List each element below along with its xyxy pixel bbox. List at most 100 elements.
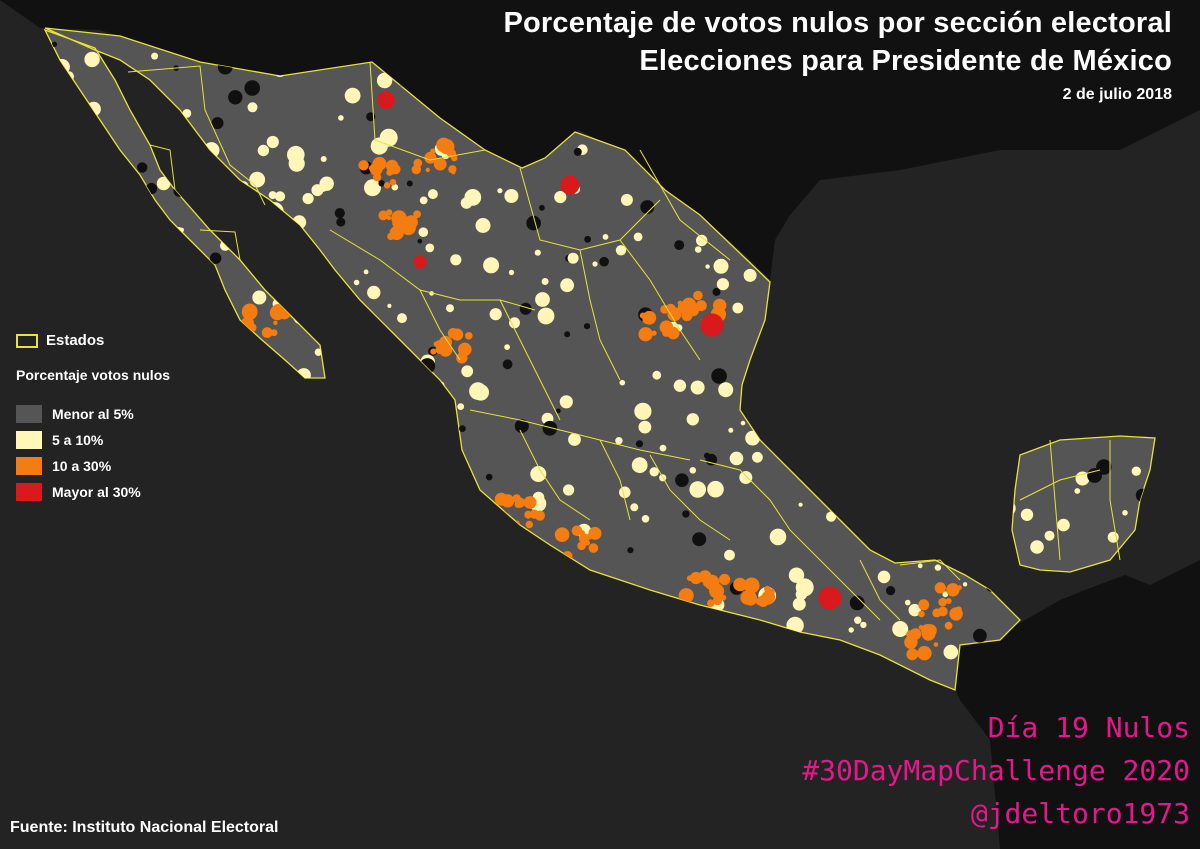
section-5-10 [689,467,697,474]
section-5-10 [265,202,284,220]
section-5-10 [589,610,607,627]
section-5-10 [1117,299,1125,306]
section-10-30 [525,520,533,529]
section-10-30 [571,525,583,537]
section-10-30 [642,315,651,324]
section-10-30 [707,599,715,607]
section-5-10 [745,430,760,446]
section-5-10 [346,341,360,356]
section-no-data [171,232,185,246]
section-10-30 [269,305,285,321]
section-5-10 [477,598,489,610]
section-10-30 [678,588,694,604]
section-10-30 [906,648,919,661]
section-5-10 [980,333,991,344]
section-10-30 [451,328,464,341]
section-5-10 [247,102,258,113]
section-5-10 [806,412,811,417]
section-5-10 [376,72,393,89]
section-5-10 [425,243,435,253]
section-5-10 [1085,415,1102,432]
section-5-10 [568,433,581,446]
section-5-10 [938,224,953,238]
section-no-data [281,282,289,290]
section-no-data [496,611,508,623]
state-border [369,61,486,161]
section-5-10 [408,517,422,531]
challenge-hashtag: #30DayMapChallenge 2020 [802,754,1190,787]
section-5-10 [689,481,706,498]
section-5-10 [638,420,652,434]
section-5-10 [410,565,415,570]
section-mayor-30 [560,175,580,195]
section-5-10 [484,614,495,625]
section-5-10 [942,591,949,598]
section-5-10 [1020,508,1034,521]
section-10-30 [918,599,930,611]
section-10-30 [945,598,952,604]
section-5-10 [278,572,291,586]
section-5-10 [169,112,184,127]
section-no-data [417,238,423,244]
section-5-10 [370,137,388,155]
section-5-10 [284,290,289,295]
section-5-10 [560,278,574,293]
section-no-data [357,355,371,369]
section-5-10 [320,185,327,192]
section-5-10 [408,440,417,448]
section-5-10 [122,636,140,654]
state-border [649,454,731,541]
section-10-30 [645,329,650,334]
section-5-10 [592,261,598,267]
section-5-10 [718,382,734,398]
section-10-30 [439,335,452,349]
state-border [899,559,961,581]
section-5-10 [917,563,923,569]
section-5-10 [397,313,407,324]
section-5-10 [769,528,787,546]
section-5-10 [798,502,803,507]
section-5-10 [705,264,710,269]
section-5-10 [323,398,332,408]
section-5-10 [414,477,430,493]
section-10-30 [465,332,473,340]
section-5-10 [143,539,160,556]
section-5-10 [1092,267,1103,278]
section-5-10 [318,642,329,654]
section-5-10 [103,612,112,622]
section-5-10 [210,530,225,545]
section-5-10 [1057,518,1070,532]
section-5-10 [1073,211,1087,225]
section-5-10 [694,246,702,253]
section-5-10 [1149,483,1155,492]
section-5-10 [739,471,753,484]
section-no-data [280,563,285,568]
section-5-10 [716,278,730,291]
section-5-10 [1132,365,1140,373]
section-5-10 [123,68,128,73]
section-5-10 [619,379,626,386]
section-no-data [584,235,591,243]
section-5-10 [109,572,119,583]
section-5-10 [489,308,502,321]
section-10-30 [424,151,437,164]
section-no-data [935,442,946,453]
section-10-30 [247,323,257,333]
section-5-10 [212,218,221,227]
section-5-10 [889,405,895,412]
section-5-10 [634,591,639,596]
section-10-30 [689,571,703,585]
section-no-data [154,319,165,330]
map-date: 2 de julio 2018 [1062,86,1172,103]
section-5-10 [947,370,954,377]
section-5-10 [387,303,392,308]
legend-swatch [16,431,42,449]
section-5-10 [61,283,71,292]
legend-title: Porcentaje votos nulos [16,367,171,383]
section-5-10 [203,142,220,159]
section-10-30 [389,225,404,241]
section-5-10 [293,312,306,324]
section-5-10 [314,348,323,356]
section-5-10 [904,599,911,606]
